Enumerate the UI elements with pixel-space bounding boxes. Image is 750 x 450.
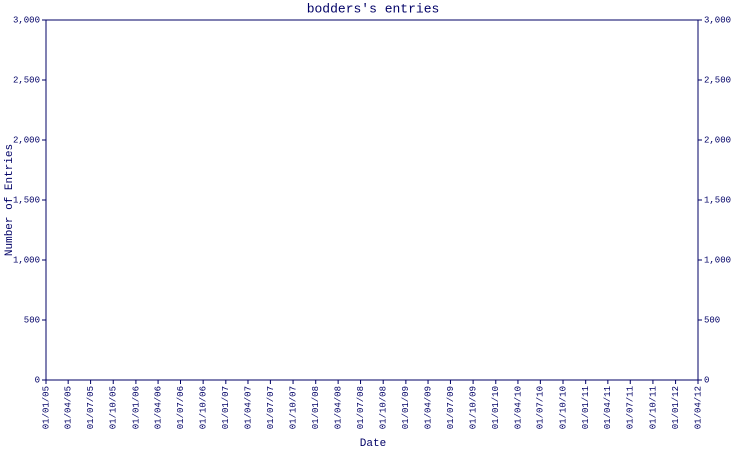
x-tick-label: 01/10/08 xyxy=(379,386,389,429)
y-tick-label: 2,000 xyxy=(13,135,40,145)
x-tick-label: 01/01/11 xyxy=(581,386,591,429)
x-tick-label: 01/04/11 xyxy=(603,386,613,429)
x-tick-label: 01/10/10 xyxy=(558,386,568,429)
y-tick-label: 2,500 xyxy=(13,75,40,85)
x-tick-label: 01/01/08 xyxy=(311,386,321,429)
x-tick-label: 01/04/08 xyxy=(334,386,344,429)
x-tick-label: 01/04/12 xyxy=(693,386,703,429)
y-tick-label-right: 2,500 xyxy=(704,75,731,85)
x-tick-label: 01/01/05 xyxy=(41,386,51,429)
x-tick-label: 01/07/09 xyxy=(446,386,456,429)
x-tick-label: 01/01/10 xyxy=(491,386,501,429)
y-tick-label: 500 xyxy=(24,315,40,325)
y-tick-label: 0 xyxy=(35,375,40,385)
y-tick-label-right: 3,000 xyxy=(704,15,731,25)
y-tick-label: 1,500 xyxy=(13,195,40,205)
x-tick-label: 01/07/08 xyxy=(356,386,366,429)
x-tick-label: 01/04/07 xyxy=(243,386,253,429)
x-tick-label: 01/07/07 xyxy=(266,386,276,429)
y-tick-label: 1,000 xyxy=(13,255,40,265)
x-tick-label: 01/07/11 xyxy=(626,386,636,429)
x-tick-label: 01/07/06 xyxy=(176,386,186,429)
chart-title: bodders's entries xyxy=(307,1,440,16)
x-tick-label: 01/07/05 xyxy=(86,386,96,429)
y-tick-label-right: 1,500 xyxy=(704,195,731,205)
y-tick-label-right: 2,000 xyxy=(704,135,731,145)
x-tick-label: 01/10/05 xyxy=(109,386,119,429)
x-tick-label: 01/04/10 xyxy=(513,386,523,429)
x-tick-label: 01/10/07 xyxy=(288,386,298,429)
x-tick-label: 01/04/06 xyxy=(153,386,163,429)
x-tick-label: 01/04/05 xyxy=(64,386,74,429)
x-tick-label: 01/04/09 xyxy=(423,386,433,429)
x-tick-label: 01/10/06 xyxy=(199,386,209,429)
x-tick-label: 01/01/12 xyxy=(671,386,681,429)
x-tick-label: 01/10/09 xyxy=(468,386,478,429)
x-tick-label: 01/01/09 xyxy=(401,386,411,429)
x-tick-label: 01/01/06 xyxy=(131,386,141,429)
y-tick-label: 3,000 xyxy=(13,15,40,25)
y-axis-label: Number of Entries xyxy=(4,144,16,256)
x-axis-label: Date xyxy=(360,438,386,450)
y-tick-label-right: 0 xyxy=(704,375,709,385)
y-tick-label-right: 1,000 xyxy=(704,255,731,265)
x-tick-label: 01/07/10 xyxy=(536,386,546,429)
y-tick-label-right: 500 xyxy=(704,315,720,325)
x-tick-label: 01/10/11 xyxy=(648,386,658,429)
x-tick-label: 01/01/07 xyxy=(221,386,231,429)
